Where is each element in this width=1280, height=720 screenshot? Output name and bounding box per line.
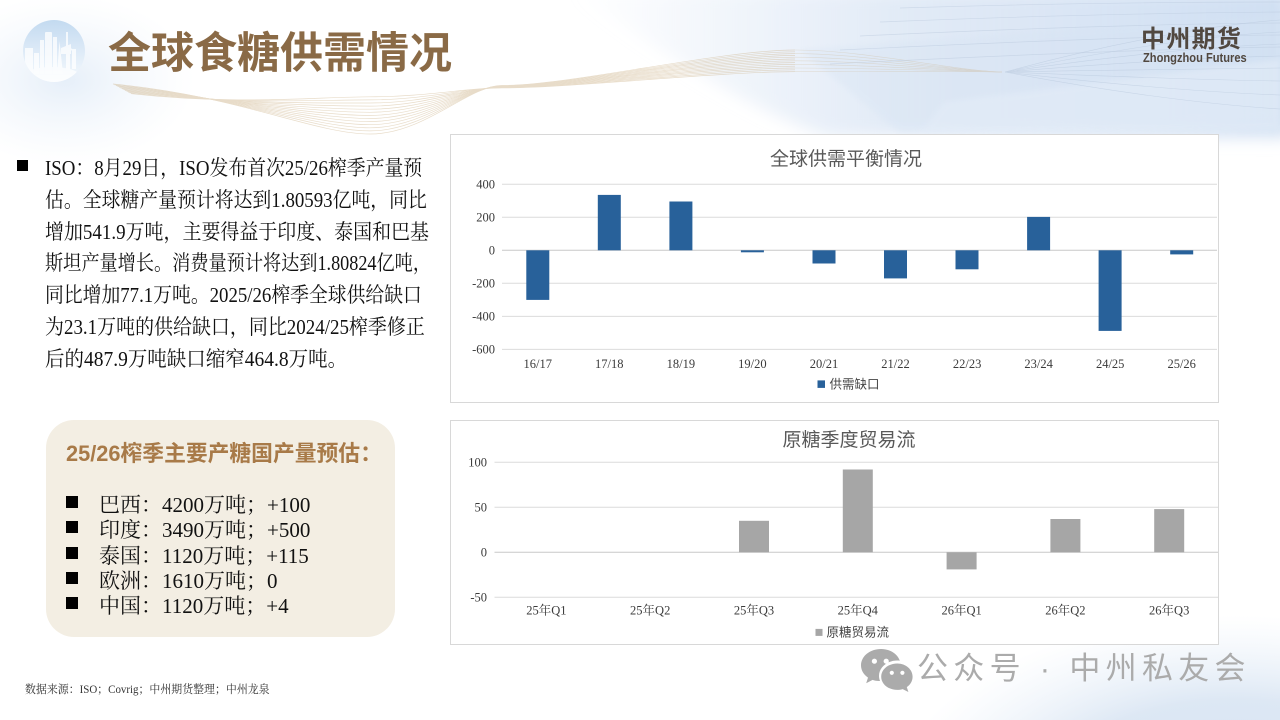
svg-text:18/19: 18/19 [667,357,695,371]
svg-text:24/25: 24/25 [1096,357,1124,371]
svg-text:-400: -400 [472,310,495,324]
svg-text:-200: -200 [472,277,495,291]
svg-text:全球供需平衡情况: 全球供需平衡情况 [770,148,922,170]
svg-text:25年Q4: 25年Q4 [838,603,879,618]
svg-text:-50: -50 [470,591,487,605]
svg-text:25年Q1: 25年Q1 [526,603,566,618]
svg-text:25年Q2: 25年Q2 [630,603,670,618]
svg-text:供需缺口: 供需缺口 [830,377,880,392]
svg-text:20/21: 20/21 [810,357,838,371]
svg-text:25年Q3: 25年Q3 [734,603,774,618]
svg-text:200: 200 [476,211,495,225]
svg-text:22/23: 22/23 [953,357,981,371]
svg-text:17/18: 17/18 [595,357,623,371]
svg-text:26年Q3: 26年Q3 [1149,603,1189,618]
svg-text:原糖贸易流: 原糖贸易流 [827,625,890,640]
svg-text:19/20: 19/20 [738,357,766,371]
svg-text:16/17: 16/17 [524,357,552,371]
svg-text:21/22: 21/22 [881,357,909,371]
svg-text:400: 400 [476,178,495,192]
svg-text:25/26: 25/26 [1167,357,1195,371]
svg-text:23/24: 23/24 [1024,357,1053,371]
svg-text:原糖季度贸易流: 原糖季度贸易流 [782,429,915,451]
svg-text:26年Q1: 26年Q1 [941,603,981,618]
svg-text:0: 0 [481,546,487,560]
svg-text:26年Q2: 26年Q2 [1045,603,1085,618]
svg-text:50: 50 [475,501,488,515]
svg-text:-600: -600 [472,343,495,357]
svg-text:0: 0 [489,244,495,258]
svg-text:100: 100 [468,456,487,470]
